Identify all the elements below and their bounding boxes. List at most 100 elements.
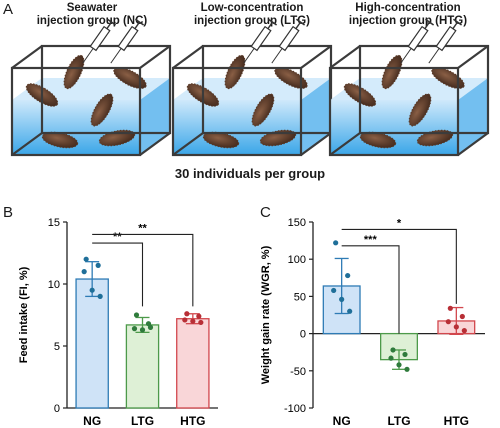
data-point — [402, 351, 408, 358]
tank-edge — [457, 45, 489, 69]
data-point — [133, 312, 140, 318]
data-point — [139, 327, 146, 333]
data-point — [339, 296, 345, 302]
y-tick-label: 0 — [300, 329, 306, 341]
significance-label: ** — [113, 231, 122, 243]
y-axis-label: Feed intake (FI, %) — [18, 266, 30, 363]
group-title-nc: Seawater injection group (NC) — [17, 2, 167, 28]
data-point — [198, 319, 204, 326]
tank-edge — [11, 45, 43, 69]
syringe-icon — [82, 18, 117, 64]
tank-1 — [10, 18, 172, 157]
syringe-icon — [271, 18, 306, 64]
sea-cucumber — [408, 93, 432, 127]
tank-2 — [171, 18, 333, 157]
syringe-needle — [110, 48, 122, 64]
data-point — [81, 269, 87, 275]
syringe-icon — [400, 18, 435, 64]
group-title-ltg-line1: Low-concentration — [200, 2, 304, 14]
tank-front — [171, 66, 303, 157]
data-point — [89, 287, 95, 293]
x-tick-label-ltg: LTG — [131, 414, 154, 428]
tank-edge — [139, 45, 171, 69]
tank-edge — [11, 132, 43, 156]
syringe-needle — [82, 48, 94, 64]
sea-cucumber — [90, 93, 114, 127]
significance-label: ** — [138, 222, 147, 234]
syringe-needle — [428, 48, 440, 64]
data-point — [182, 317, 188, 323]
significance-label: * — [397, 217, 402, 229]
syringe-plunger — [424, 21, 431, 30]
syringe-plunger — [295, 21, 302, 30]
y-tick-label: -50 — [290, 366, 306, 378]
data-point — [459, 313, 465, 320]
tank-edge — [329, 45, 361, 69]
data-point — [461, 328, 467, 334]
y-tick-label: -100 — [284, 403, 306, 415]
significance-bracket — [341, 245, 400, 334]
tank-edge — [457, 132, 489, 156]
data-point — [97, 293, 103, 299]
syringe-handle — [106, 18, 117, 26]
tank-edge — [139, 132, 171, 156]
group-title-ltg: Low-concentration injection group (LTG) — [177, 2, 327, 28]
panel-label-c: C — [260, 204, 271, 221]
tank-back — [358, 44, 490, 135]
x-tick-label-ltg: LTG — [387, 414, 410, 428]
tank-edge — [300, 132, 332, 156]
y-axis-label: Weight gain rate (WGR, %) — [260, 245, 272, 384]
y-tick-label: 100 — [288, 254, 306, 266]
x-tick-label-ng: NG — [83, 414, 101, 428]
significance-bracket — [92, 242, 144, 307]
data-point — [190, 318, 196, 324]
data-point — [390, 347, 396, 353]
syringe-icon — [243, 18, 278, 64]
data-point — [331, 287, 337, 294]
tank-3 — [328, 18, 490, 157]
tank-edge — [172, 45, 204, 69]
group-title-nc-line2: injection group (NC) — [36, 15, 148, 27]
sea-cucumber — [113, 67, 147, 89]
data-point — [453, 324, 459, 330]
data-point — [184, 311, 190, 317]
group-title-ltg-line2: injection group (LTG) — [193, 15, 311, 27]
syringe-handle — [295, 18, 306, 26]
syringe-needle — [243, 48, 255, 64]
significance-bracket — [341, 228, 457, 304]
bar-ng — [75, 278, 109, 409]
x-tick-label-htg: HTG — [444, 414, 469, 428]
syringe-handle — [134, 18, 145, 26]
data-point — [83, 256, 89, 262]
data-point — [404, 366, 410, 372]
panel-label-b: B — [3, 204, 14, 221]
tank-front — [10, 66, 142, 157]
data-point — [347, 308, 353, 314]
data-point — [147, 324, 154, 330]
data-point — [196, 313, 202, 319]
data-point — [445, 319, 451, 325]
tank-back — [40, 44, 172, 135]
significance-label: *** — [364, 234, 378, 246]
syringe-plunger — [106, 21, 113, 30]
syringe-plunger — [452, 21, 459, 30]
water-side — [458, 78, 488, 155]
y-tick-label: 5 — [54, 341, 60, 353]
syringe-icon — [110, 18, 145, 64]
water-side — [140, 78, 170, 155]
y-tick-label: 150 — [288, 217, 306, 229]
syringe-plunger — [267, 21, 274, 30]
tank-front — [328, 66, 460, 157]
y-tick-label: 15 — [48, 217, 60, 229]
syringe-handle — [452, 18, 463, 26]
y-tick-label: 50 — [294, 291, 306, 303]
water-side — [301, 78, 331, 155]
data-point — [345, 272, 351, 279]
syringe-icon — [428, 18, 463, 64]
data-point — [396, 362, 402, 368]
y-tick-label: 0 — [54, 403, 60, 415]
group-title-htg: High-concentration injection group (HTG) — [333, 2, 483, 28]
tank-edge — [329, 132, 361, 156]
data-point — [95, 262, 101, 268]
